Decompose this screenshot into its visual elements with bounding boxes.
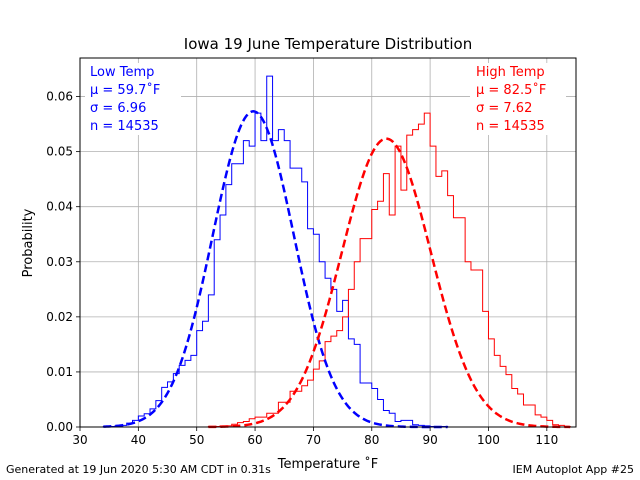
high-temp-annotation-line: μ = 82.5˚F xyxy=(476,82,546,98)
histogram-layer xyxy=(102,75,571,427)
low-temp-annotation-line: μ = 59.7˚F xyxy=(90,82,160,98)
grid xyxy=(79,58,576,428)
x-tick-label: 30 xyxy=(72,433,87,447)
app-footer: IEM Autoplot App #25 xyxy=(512,463,635,476)
y-tick-label: 0.04 xyxy=(46,200,73,214)
x-axis-label: Temperature ˚F xyxy=(277,456,378,472)
y-axis-label: Probability xyxy=(21,208,36,277)
chart-title: Iowa 19 June Temperature Distribution xyxy=(184,35,472,53)
low-temp-fit-curve xyxy=(103,110,448,429)
generated-footer: Generated at 19 Jun 2020 5:30 AM CDT in … xyxy=(6,463,271,476)
high-temp-annotation-line: n = 14535 xyxy=(476,119,545,134)
high-temp-histogram xyxy=(207,112,571,427)
x-tick-label: 110 xyxy=(535,433,558,447)
low-temp-annotation-line: Low Temp xyxy=(90,65,154,80)
y-tick-label: 0.06 xyxy=(46,90,73,104)
high-temp-annotation-line: High Temp xyxy=(476,65,545,80)
x-tick-label: 40 xyxy=(131,433,146,447)
high-temp-fit-curve xyxy=(208,137,571,429)
x-tick-label: 80 xyxy=(364,433,379,447)
x-tick-label: 60 xyxy=(247,433,262,447)
low-temp-annotation-line: σ = 6.96 xyxy=(90,101,146,116)
y-tick-label: 0.05 xyxy=(46,145,73,159)
low-temp-histogram xyxy=(102,75,449,427)
x-tick-label: 50 xyxy=(189,433,204,447)
x-tick-label: 70 xyxy=(306,433,321,447)
fit-curve-layer xyxy=(103,110,571,429)
annotations: Low Temp μ = 59.7˚F σ = 6.96 n = 14535 High … xyxy=(85,63,566,135)
x-tick-label: 90 xyxy=(422,433,437,447)
y-tick-label: 0.01 xyxy=(46,365,73,379)
plot-frame xyxy=(79,57,577,428)
low-temp-annotation-line: n = 14535 xyxy=(90,119,159,134)
y-tick-label: 0.00 xyxy=(46,420,73,434)
high-temp-annotation-bg xyxy=(470,63,566,135)
axis-ticks: 30 40 50 60 70 80 90 100 110 0.00 0.01 0.02 0.03 0.04… xyxy=(46,90,558,447)
high-temp-annotation-line: σ = 7.62 xyxy=(476,101,532,116)
x-tick-label: 100 xyxy=(477,433,500,447)
low-temp-annotation-bg xyxy=(85,63,181,135)
y-tick-label: 0.03 xyxy=(46,255,73,269)
y-tick-label: 0.02 xyxy=(46,310,73,324)
